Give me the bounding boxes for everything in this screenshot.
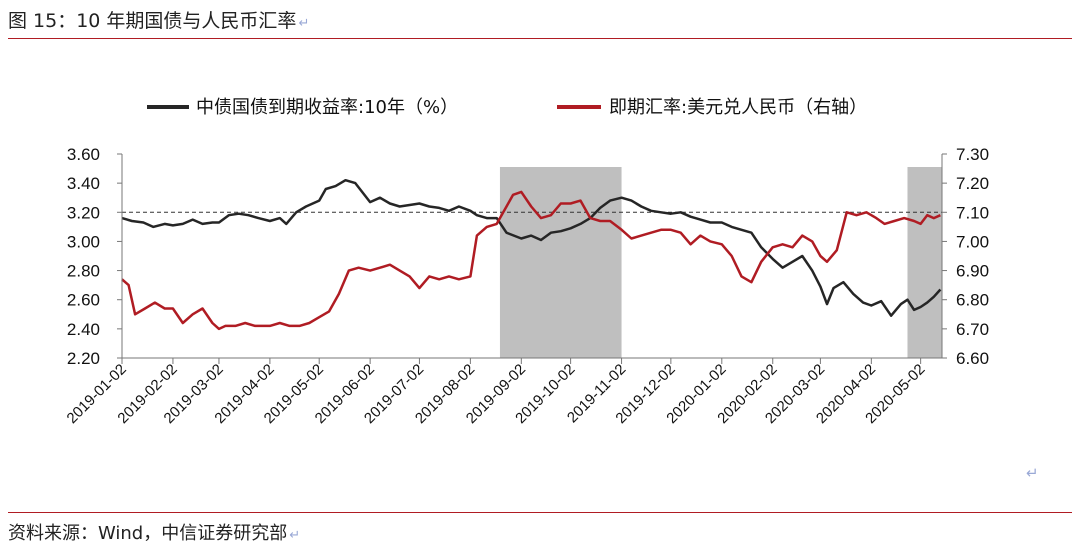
- series-lines: [121, 178, 942, 331]
- left-tick-label: 3.20: [67, 203, 100, 222]
- left-tick-label: 2.40: [67, 320, 100, 339]
- left-tick-label: 2.80: [67, 262, 100, 281]
- title-rule: [8, 38, 1072, 39]
- return-mark-icon: ↵: [289, 528, 301, 543]
- series-line-yield: [121, 178, 942, 317]
- figure-title: 图 15：10 年期国债与人民币汇率 ↵: [8, 6, 309, 33]
- shaded-period-1: [499, 167, 622, 358]
- series-line-fx: [121, 190, 941, 331]
- shaded-period-2: [907, 167, 942, 358]
- left-tick-label: 3.60: [67, 145, 100, 164]
- left-tick-label: 3.00: [67, 232, 100, 251]
- right-tick-label: 6.80: [956, 291, 989, 310]
- right-tick-label: 6.70: [956, 320, 989, 339]
- shaded-periods: [499, 167, 942, 358]
- left-tick-label: 2.20: [67, 349, 100, 368]
- left-tick-label: 3.40: [67, 174, 100, 193]
- figure-title-text: 图 15：10 年期国债与人民币汇率: [8, 10, 297, 32]
- chart: 2.20 2.40 2.60 2.80 3.00 3.20 3.40 3.60 6.60 6.70…: [64, 97, 990, 427]
- right-tick-label: 7.10: [956, 203, 989, 222]
- right-tick-label: 6.90: [956, 262, 989, 281]
- legend: 中债国债到期收益率:10年（%） 即期汇率:美元兑人民币（右轴）: [147, 97, 867, 118]
- legend-label-fx: 即期汇率:美元兑人民币（右轴）: [609, 97, 867, 118]
- legend-label-yield: 中债国债到期收益率:10年（%）: [196, 97, 458, 118]
- right-tick-label: 7.00: [956, 232, 989, 251]
- right-tick-label: 7.20: [956, 174, 989, 193]
- footer-rule: [8, 512, 1072, 513]
- left-tick-label: 2.60: [67, 291, 100, 310]
- source-note: 资料来源：Wind，中信证券研究部 ↵: [8, 519, 300, 545]
- return-mark-icon: ↵: [298, 16, 310, 31]
- right-tick-label: 6.60: [956, 349, 989, 368]
- source-text: 资料来源：Wind，中信证券研究部: [8, 523, 288, 544]
- return-mark-icon: ↵: [1026, 464, 1039, 482]
- right-tick-label: 7.30: [956, 145, 989, 164]
